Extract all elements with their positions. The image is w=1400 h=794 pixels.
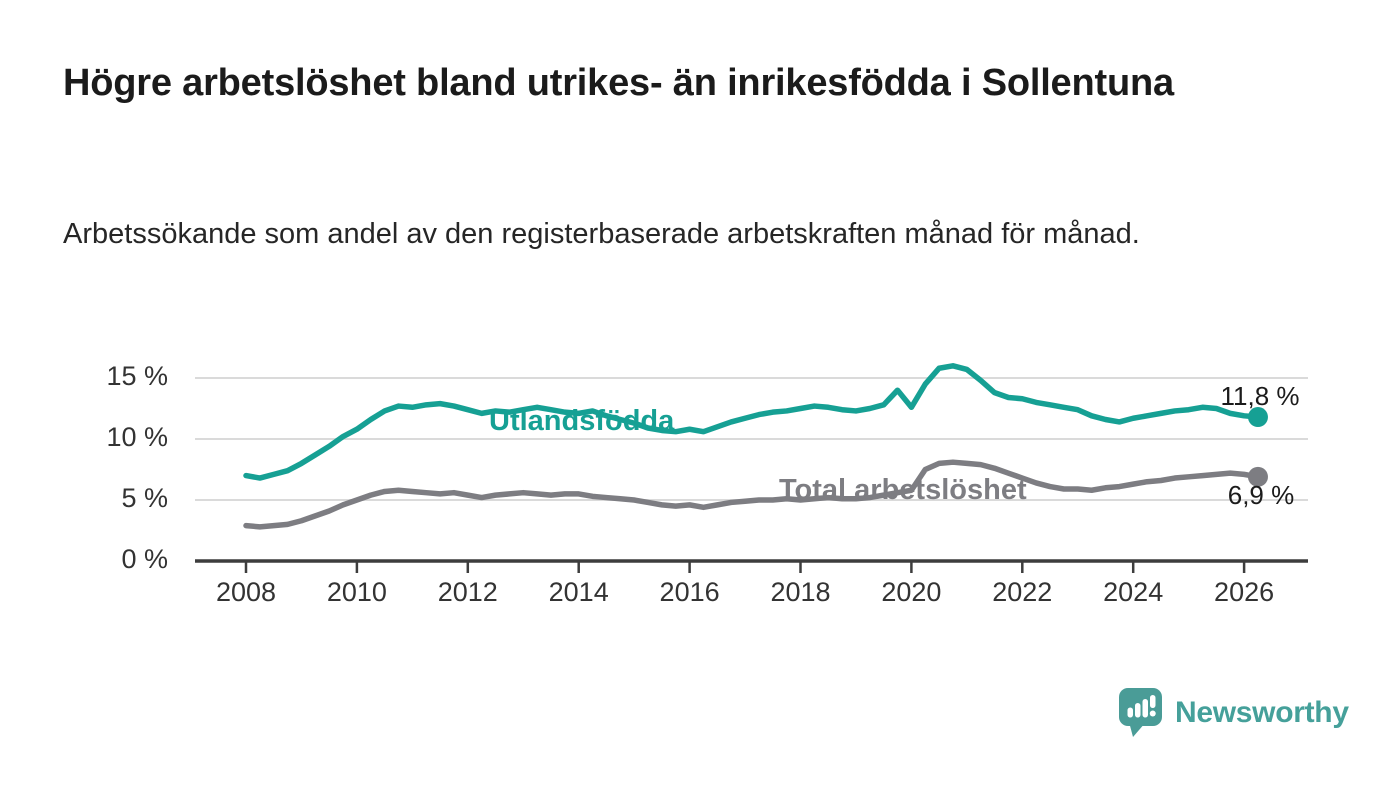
x-axis-tick-label: 2018 — [770, 577, 831, 607]
x-axis-tick-label: 2008 — [215, 577, 277, 607]
newsworthy-logo-icon — [1119, 688, 1162, 737]
y-axis-tick-label: 5 % — [121, 483, 168, 513]
y-axis-tick-label: 0 % — [121, 544, 168, 574]
end-value-label-total-arbetsloshet: 6,9 % — [1227, 480, 1295, 510]
end-value-label-utlandsfodda: 11,8 % — [1220, 381, 1300, 411]
brand-wordmark: Newsworthy — [1175, 695, 1349, 729]
newsworthy-brand: Newsworthy — [1117, 686, 1349, 739]
series-label-total-arbetsloshet: Total arbetslöshet — [779, 474, 1027, 506]
x-axis-tick-label: 2016 — [659, 577, 720, 607]
x-axis-tick-label: 2012 — [437, 577, 498, 607]
x-axis-tick-label: 2014 — [548, 577, 609, 607]
page-title: Högre arbetslöshet bland utrikes- än inr… — [63, 62, 1174, 104]
y-axis-tick-label: 15 % — [106, 361, 168, 391]
x-axis-tick-label: 2022 — [992, 577, 1053, 607]
y-axis-tick-label: 10 % — [106, 422, 168, 452]
series-line-total-arbetsloshet — [243, 459, 1261, 530]
series-label-utlandsfodda: Utlandsfödda — [489, 405, 675, 437]
x-axis-tick-label: 2010 — [326, 577, 387, 607]
series-line-utlandsfodda — [243, 363, 1261, 481]
x-axis-tick-label: 2024 — [1103, 577, 1164, 607]
series-end-dot-utlandsfodda — [1247, 407, 1268, 428]
page-subtitle: Arbetssökande som andel av den registerb… — [63, 218, 1140, 250]
x-axis-tick-label: 2020 — [881, 577, 942, 607]
series-end-dot-total-arbetsloshet — [1247, 466, 1268, 487]
x-axis-tick-label: 2026 — [1214, 577, 1275, 607]
